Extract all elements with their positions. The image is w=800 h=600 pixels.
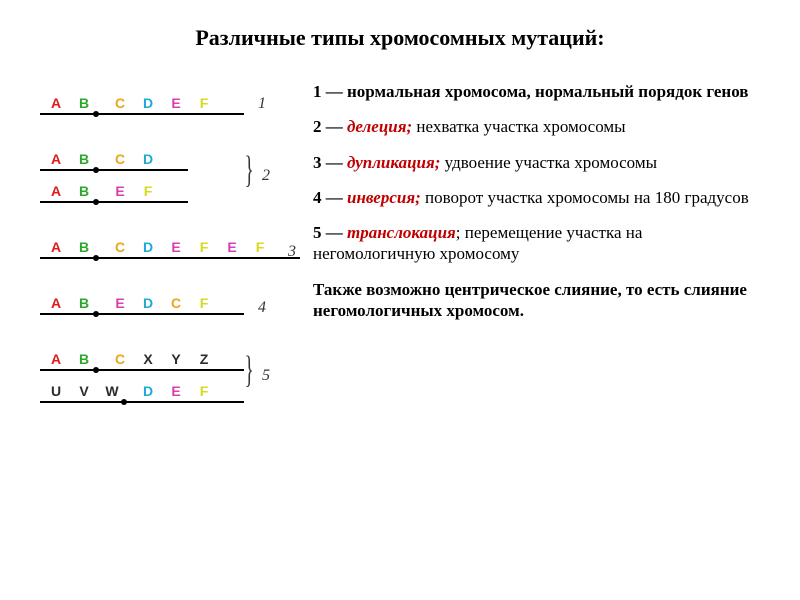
gene-label: C — [112, 239, 128, 255]
gene-label: A — [48, 295, 64, 311]
description-item: 5 — транслокация; перемещение участка на… — [313, 222, 760, 265]
centromere-dot — [93, 199, 99, 205]
chromosome: AB EF — [40, 177, 295, 209]
gene-label: A — [48, 239, 64, 255]
gene-label: A — [48, 351, 64, 367]
gene-label: F — [196, 239, 212, 255]
gene-label: F — [196, 383, 212, 399]
gene-label: D — [140, 383, 156, 399]
chromosome-line — [40, 113, 244, 115]
centromere-dot — [121, 399, 127, 405]
gene-label: B — [76, 151, 92, 167]
gene-label: E — [112, 183, 128, 199]
chromosome: ABCDEFEF — [40, 233, 295, 265]
gene-label: E — [224, 239, 240, 255]
brace-icon: } — [245, 151, 254, 189]
gene-label: Z — [196, 351, 212, 367]
chromosome-line — [40, 401, 244, 403]
gene-label: C — [168, 295, 184, 311]
gene-label: C — [112, 351, 128, 367]
gene-label: D — [140, 239, 156, 255]
descriptions-column: 1 — нормальная хромосома, нормальный пор… — [313, 81, 760, 433]
centromere-dot — [93, 111, 99, 117]
brace-icon: } — [245, 351, 254, 389]
description-item: 2 — делеция; нехватка участка хромосомы — [313, 116, 760, 137]
centromere-dot — [93, 367, 99, 373]
chromosome: AB CD — [40, 145, 295, 177]
chromosome-group-3: ABCDEFEF3 — [40, 233, 295, 265]
gene-label: A — [48, 95, 64, 111]
gene-label: F — [140, 183, 156, 199]
description-item: 4 — инверсия; поворот участка хромосомы … — [313, 187, 760, 208]
chromosome-line — [40, 313, 244, 315]
gene-label: F — [196, 95, 212, 111]
chromosome-line — [40, 169, 188, 171]
centromere-dot — [93, 311, 99, 317]
chromosome-line — [40, 369, 244, 371]
gene-label: F — [252, 239, 268, 255]
diagram-number: 2 — [262, 167, 270, 185]
gene-label: D — [140, 95, 156, 111]
chromosome-group-2: AB CD AB EF} 2 — [40, 145, 295, 209]
gene-label: C — [112, 95, 128, 111]
gene-label: E — [168, 383, 184, 399]
description-item: 3 — дупликация; удвоение участка хромосо… — [313, 152, 760, 173]
diagram-column: ABCDEF1ABCDABEF}2ABCDEFEF3ABEDCF4ABCXYZU… — [40, 81, 295, 433]
gene-label: F — [196, 295, 212, 311]
chromosome-line — [40, 201, 188, 203]
chromosome: AB EDCF — [40, 289, 295, 321]
content-row: ABCDEF1ABCDABEF}2ABCDEFEF3ABEDCF4ABCXYZU… — [40, 81, 760, 433]
gene-label: E — [168, 239, 184, 255]
description-item: 1 — нормальная хромосома, нормальный пор… — [313, 81, 760, 102]
gene-label: C — [112, 151, 128, 167]
diagram-number: 4 — [258, 299, 266, 317]
centromere-dot — [93, 167, 99, 173]
gene-label: B — [76, 239, 92, 255]
gene-label: X — [140, 351, 156, 367]
gene-label: E — [168, 95, 184, 111]
diagram-number: 5 — [262, 367, 270, 385]
gene-label: D — [140, 151, 156, 167]
chromosome: UVW DEF — [40, 377, 295, 409]
gene-label: A — [48, 151, 64, 167]
gene-label: Y — [168, 351, 184, 367]
gene-label: V — [76, 383, 92, 399]
gene-label: B — [76, 95, 92, 111]
chromosome-line — [40, 257, 300, 259]
chromosome-group-4: AB EDCF 4 — [40, 289, 295, 321]
diagram-number: 1 — [258, 95, 266, 113]
gene-label: A — [48, 183, 64, 199]
gene-label: B — [76, 351, 92, 367]
diagram-number: 3 — [288, 243, 296, 261]
centromere-dot — [93, 255, 99, 261]
gene-label: U — [48, 383, 64, 399]
gene-label: E — [112, 295, 128, 311]
gene-label: B — [76, 295, 92, 311]
page-title: Различные типы хромосомных мутаций: — [40, 25, 760, 51]
footer-text: Также возможно центрическое слияние, то … — [313, 279, 760, 322]
chromosome-group-1: AB CDEF 1 — [40, 89, 295, 121]
gene-label: D — [140, 295, 156, 311]
chromosome: AB CDEF — [40, 89, 295, 121]
gene-label: B — [76, 183, 92, 199]
chromosome: AB CXYZ — [40, 345, 295, 377]
gene-label: W — [104, 383, 120, 399]
chromosome-group-5: AB CXYZ UVW DEF} 5 — [40, 345, 295, 409]
